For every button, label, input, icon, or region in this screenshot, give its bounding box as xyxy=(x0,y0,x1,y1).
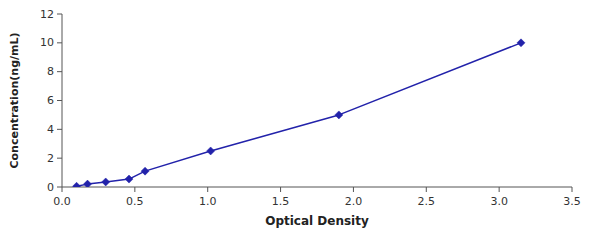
y-tick-label: 8 xyxy=(47,65,54,78)
x-axis-label: Optical Density xyxy=(265,214,369,228)
chart-container: 0 2 4 6 8 10 12 0.0 0.5 1.0 1.5 2.0 2.5 3.0 3.5 Optical… xyxy=(0,0,590,231)
x-tick-label: 3.5 xyxy=(563,195,581,208)
plot-area xyxy=(73,39,525,187)
x-tick-label: 2.0 xyxy=(345,195,363,208)
x-tick-label: 0.0 xyxy=(53,195,71,208)
x-tick xyxy=(426,187,427,192)
x-tick-label: 2.5 xyxy=(418,195,436,208)
x-tick xyxy=(207,187,208,192)
y-tick-label: 6 xyxy=(47,94,54,107)
y-tick xyxy=(57,129,62,130)
y-tick-label: 2 xyxy=(47,152,54,165)
data-line xyxy=(77,43,521,186)
y-tick-label: 0 xyxy=(47,181,54,194)
y-tick-label: 4 xyxy=(47,123,54,136)
x-tick-label: 0.5 xyxy=(126,195,144,208)
x-tick xyxy=(280,187,281,192)
x-tick xyxy=(572,187,573,192)
x-tick-label: 1.5 xyxy=(272,195,290,208)
y-tick xyxy=(57,187,62,188)
data-point xyxy=(102,178,110,186)
data-point xyxy=(207,147,215,155)
x-tick-label: 3.0 xyxy=(490,195,508,208)
x-tick xyxy=(134,187,135,192)
data-point xyxy=(517,39,525,47)
y-tick xyxy=(57,14,62,15)
x-tick xyxy=(353,187,354,192)
axes: 0 2 4 6 8 10 12 0.0 0.5 1.0 1.5 2.0 2.5 3.0 3.5 xyxy=(40,8,581,209)
x-tick xyxy=(62,187,63,192)
y-tick xyxy=(57,158,62,159)
y-tick-label: 10 xyxy=(40,36,54,49)
y-axis-line xyxy=(62,14,63,187)
y-tick xyxy=(57,42,62,43)
y-axis-label: Concentration(ng/mL) xyxy=(8,32,21,168)
y-tick-label: 12 xyxy=(40,8,54,21)
x-axis-line xyxy=(62,187,572,188)
y-tick xyxy=(57,100,62,101)
chart-svg: 0 2 4 6 8 10 12 0.0 0.5 1.0 1.5 2.0 2.5 3.0 3.5 Optical… xyxy=(0,0,590,231)
x-tick xyxy=(499,187,500,192)
y-tick xyxy=(57,71,62,72)
data-point xyxy=(141,167,149,175)
data-point xyxy=(335,111,343,119)
x-tick-label: 1.0 xyxy=(199,195,217,208)
data-point xyxy=(84,180,92,187)
data-point xyxy=(125,175,133,183)
data-point xyxy=(73,182,81,187)
